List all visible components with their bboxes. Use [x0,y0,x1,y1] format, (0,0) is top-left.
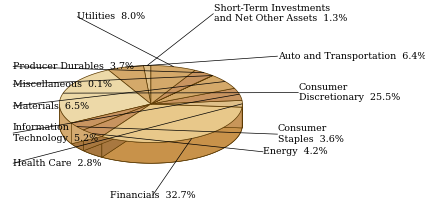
Text: Health Care  2.8%: Health Care 2.8% [13,159,101,168]
Polygon shape [60,104,71,144]
Text: Utilities  8.0%: Utilities 8.0% [77,12,145,21]
Text: Consumer
Staples  3.6%: Consumer Staples 3.6% [278,124,344,144]
Polygon shape [151,66,195,104]
Text: Financials  32.7%: Financials 32.7% [110,191,196,200]
Text: Auto and Transportation  6.4%: Auto and Transportation 6.4% [278,52,425,61]
Polygon shape [151,104,242,128]
Polygon shape [71,104,151,144]
Polygon shape [102,104,242,142]
Polygon shape [151,104,242,128]
Text: Materials  6.5%: Materials 6.5% [13,102,89,111]
Polygon shape [71,123,83,151]
Polygon shape [83,130,102,157]
Polygon shape [151,88,242,104]
Text: Miscellaneous  0.1%: Miscellaneous 0.1% [13,80,112,89]
Polygon shape [151,70,212,104]
Polygon shape [102,104,151,157]
Text: Producer Durables  3.7%: Producer Durables 3.7% [13,62,134,71]
Polygon shape [83,104,151,136]
Text: Energy  4.2%: Energy 4.2% [264,147,328,156]
Polygon shape [60,70,151,123]
Polygon shape [71,104,151,130]
Polygon shape [83,104,151,151]
Polygon shape [144,66,151,104]
Polygon shape [102,107,242,163]
Polygon shape [83,104,151,151]
Polygon shape [151,76,213,104]
Text: Consumer
Discretionary  25.5%: Consumer Discretionary 25.5% [299,83,400,102]
Text: Short-Term Investments
and Net Other Assets  1.3%: Short-Term Investments and Net Other Ass… [213,4,347,23]
Polygon shape [108,66,151,104]
Polygon shape [151,76,235,104]
Polygon shape [102,104,151,157]
Polygon shape [71,104,151,144]
Polygon shape [151,100,242,107]
Text: Information
Technology  5.2%: Information Technology 5.2% [13,123,98,143]
